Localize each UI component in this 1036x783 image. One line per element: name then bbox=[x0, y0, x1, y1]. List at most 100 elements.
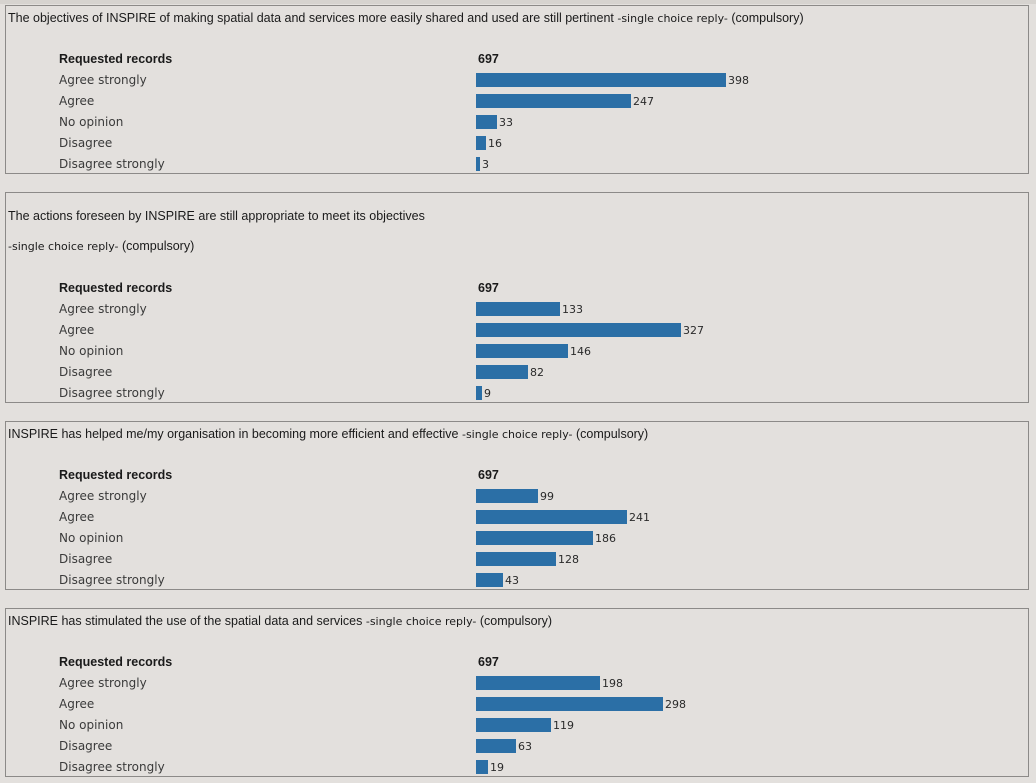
answer-row-no-opinion: No opinion 186 bbox=[6, 528, 1028, 549]
answer-row-agree: Agree 247 bbox=[6, 91, 1028, 112]
bar-agree bbox=[476, 94, 631, 108]
answer-row-disagree-strongly: Disagree strongly 19 bbox=[6, 757, 1028, 778]
bar-value-label: 63 bbox=[518, 740, 532, 753]
bar-agree bbox=[476, 323, 681, 337]
answer-row-agree: Agree 327 bbox=[6, 320, 1028, 341]
bar-agree-strongly bbox=[476, 302, 560, 316]
bar-agree bbox=[476, 697, 663, 711]
answer-label: Agree bbox=[59, 94, 95, 108]
answer-label: Agree bbox=[59, 510, 95, 524]
bar-disagree-strongly bbox=[476, 157, 480, 171]
bar-value-label: 9 bbox=[484, 387, 491, 400]
answer-label: Disagree strongly bbox=[59, 386, 165, 400]
answer-label: Agree strongly bbox=[59, 73, 147, 87]
answer-label: Agree strongly bbox=[59, 676, 147, 690]
bar-disagree bbox=[476, 739, 516, 753]
requested-records-label: Requested records bbox=[59, 655, 173, 669]
answer-row-no-opinion: No opinion 119 bbox=[6, 715, 1028, 736]
requested-records-row: Requested records 697 bbox=[6, 278, 1028, 299]
bar-rows: Agree strongly 99 Agree 241 No opinion 186 Dis… bbox=[6, 486, 1028, 591]
bar-value-label: 198 bbox=[602, 677, 623, 690]
question-reply-type: -single choice reply- (compulsory) bbox=[8, 239, 195, 253]
bar-agree-strongly bbox=[476, 73, 726, 87]
answer-row-disagree: Disagree 82 bbox=[6, 362, 1028, 383]
bar-no-opinion bbox=[476, 344, 568, 358]
bar-value-label: 33 bbox=[499, 116, 513, 129]
bar-value-label: 241 bbox=[629, 511, 650, 524]
bar-value-label: 82 bbox=[530, 366, 544, 379]
bar-value-label: 247 bbox=[633, 95, 654, 108]
bar-agree bbox=[476, 510, 627, 524]
requested-records-row: Requested records 697 bbox=[6, 49, 1028, 70]
bar-agree-strongly bbox=[476, 676, 600, 690]
requested-records-label: Requested records bbox=[59, 468, 173, 482]
bar-no-opinion bbox=[476, 115, 497, 129]
question-panel-1: The objectives of INSPIRE of making spat… bbox=[5, 5, 1029, 174]
answer-label: Disagree bbox=[59, 365, 113, 379]
answer-row-disagree: Disagree 63 bbox=[6, 736, 1028, 757]
bar-value-label: 3 bbox=[482, 158, 489, 171]
answer-label: No opinion bbox=[59, 344, 124, 358]
question-panel-4: INSPIRE has stimulated the use of the sp… bbox=[5, 608, 1029, 777]
bar-agree-strongly bbox=[476, 489, 538, 503]
answer-label: No opinion bbox=[59, 115, 124, 129]
bar-value-label: 298 bbox=[665, 698, 686, 711]
question-panel-2: The actions foreseen by INSPIRE are stil… bbox=[5, 192, 1029, 403]
bar-value-label: 146 bbox=[570, 345, 591, 358]
bar-value-label: 327 bbox=[683, 324, 704, 337]
answer-label: Disagree bbox=[59, 739, 113, 753]
top-divider bbox=[0, 0, 1036, 4]
answer-row-disagree: Disagree 128 bbox=[6, 549, 1028, 570]
bar-disagree bbox=[476, 552, 556, 566]
bar-value-label: 119 bbox=[553, 719, 574, 732]
answer-row-agree-strongly: Agree strongly 99 bbox=[6, 486, 1028, 507]
bar-rows: Agree strongly 198 Agree 298 No opinion 119 Di… bbox=[6, 673, 1028, 778]
answer-row-no-opinion: No opinion 146 bbox=[6, 341, 1028, 362]
bar-disagree bbox=[476, 136, 486, 150]
bar-value-label: 16 bbox=[488, 137, 502, 150]
answer-row-agree: Agree 298 bbox=[6, 694, 1028, 715]
requested-records-total: 697 bbox=[478, 468, 499, 482]
answer-row-agree: Agree 241 bbox=[6, 507, 1028, 528]
answer-label: Disagree bbox=[59, 136, 113, 150]
question-title: The objectives of INSPIRE of making spat… bbox=[8, 11, 804, 25]
bar-disagree-strongly bbox=[476, 760, 488, 774]
bar-no-opinion bbox=[476, 718, 551, 732]
question-title: The actions foreseen by INSPIRE are stil… bbox=[8, 209, 425, 223]
bar-rows: Agree strongly 398 Agree 247 No opinion 33 Dis… bbox=[6, 70, 1028, 175]
requested-records-row: Requested records 697 bbox=[6, 652, 1028, 673]
question-title: INSPIRE has stimulated the use of the sp… bbox=[8, 614, 553, 628]
answer-label: No opinion bbox=[59, 718, 124, 732]
bar-value-label: 186 bbox=[595, 532, 616, 545]
question-title: INSPIRE has helped me/my organisation in… bbox=[8, 427, 649, 441]
answer-label: Agree strongly bbox=[59, 489, 147, 503]
bar-disagree-strongly bbox=[476, 573, 503, 587]
answer-label: Disagree strongly bbox=[59, 157, 165, 171]
requested-records-row: Requested records 697 bbox=[6, 465, 1028, 486]
answer-label: Agree bbox=[59, 323, 95, 337]
answer-label: Disagree bbox=[59, 552, 113, 566]
requested-records-total: 697 bbox=[478, 52, 499, 66]
requested-records-label: Requested records bbox=[59, 281, 173, 295]
answer-row-agree-strongly: Agree strongly 398 bbox=[6, 70, 1028, 91]
answer-row-agree-strongly: Agree strongly 198 bbox=[6, 673, 1028, 694]
bar-value-label: 398 bbox=[728, 74, 749, 87]
answer-label: Disagree strongly bbox=[59, 573, 165, 587]
answer-row-disagree-strongly: Disagree strongly 3 bbox=[6, 154, 1028, 175]
answer-label: Disagree strongly bbox=[59, 760, 165, 774]
bar-value-label: 99 bbox=[540, 490, 554, 503]
bar-rows: Agree strongly 133 Agree 327 No opinion 146 Di… bbox=[6, 299, 1028, 404]
bar-no-opinion bbox=[476, 531, 593, 545]
answer-label: Agree bbox=[59, 697, 95, 711]
answer-row-no-opinion: No opinion 33 bbox=[6, 112, 1028, 133]
answer-label: Agree strongly bbox=[59, 302, 147, 316]
bar-value-label: 43 bbox=[505, 574, 519, 587]
bar-value-label: 128 bbox=[558, 553, 579, 566]
requested-records-label: Requested records bbox=[59, 52, 173, 66]
requested-records-total: 697 bbox=[478, 655, 499, 669]
bar-value-label: 19 bbox=[490, 761, 504, 774]
answer-row-disagree: Disagree 16 bbox=[6, 133, 1028, 154]
answer-row-disagree-strongly: Disagree strongly 9 bbox=[6, 383, 1028, 404]
answer-row-agree-strongly: Agree strongly 133 bbox=[6, 299, 1028, 320]
question-panel-3: INSPIRE has helped me/my organisation in… bbox=[5, 421, 1029, 590]
